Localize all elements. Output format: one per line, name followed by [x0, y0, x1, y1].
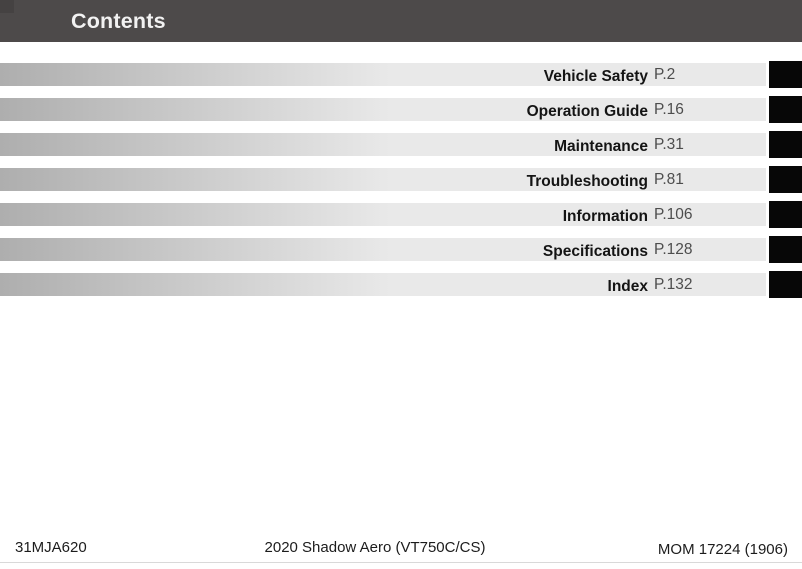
toc-row-label: Information [562, 207, 648, 225]
toc-row-page-ref: P.132 [654, 276, 693, 293]
toc-row[interactable]: Maintenance P.31 [0, 131, 802, 166]
toc-row[interactable]: Troubleshooting P.81 [0, 166, 802, 201]
toc-row-label-wrap: Information [0, 205, 648, 228]
toc-row-page-ref: P.31 [654, 136, 684, 153]
toc-row-label-wrap: Operation Guide [0, 100, 648, 123]
toc-row-bar: Index P.132 [0, 273, 766, 296]
toc-row-thumb-tab[interactable] [769, 236, 802, 263]
toc-row-label-wrap: Index [0, 275, 648, 298]
toc-row-bar: Maintenance P.31 [0, 133, 766, 156]
page-title: Contents [71, 9, 166, 33]
toc-row-page-ref: P.128 [654, 241, 693, 258]
toc-row-label: Operation Guide [526, 102, 648, 120]
header-corner-mark [0, 0, 14, 13]
toc-row[interactable]: Operation Guide P.16 [0, 96, 802, 131]
toc-list: Vehicle Safety P.2 Operation Guide P.16 … [0, 61, 802, 306]
toc-row-thumb-tab[interactable] [769, 166, 802, 193]
toc-row-thumb-tab[interactable] [769, 201, 802, 228]
toc-row-bar: Vehicle Safety P.2 [0, 63, 766, 86]
footer-model-name: 2020 Shadow Aero (VT750C/CS) [264, 539, 486, 556]
toc-row-label-wrap: Vehicle Safety [0, 65, 648, 88]
toc-row-label-wrap: Troubleshooting [0, 170, 648, 193]
toc-row-bar: Operation Guide P.16 [0, 98, 766, 121]
toc-row-label: Vehicle Safety [543, 67, 648, 85]
toc-row-page-ref: P.2 [654, 66, 676, 83]
toc-row[interactable]: Index P.132 [0, 271, 802, 306]
toc-row-label-wrap: Maintenance [0, 135, 648, 158]
toc-row-thumb-tab[interactable] [769, 96, 802, 123]
toc-row-page-ref: P.81 [654, 171, 684, 188]
toc-row-bar: Troubleshooting P.81 [0, 168, 766, 191]
toc-row-label: Troubleshooting [526, 172, 648, 190]
footer-document-code: MOM 17224 (1906) [657, 541, 788, 558]
toc-row-thumb-tab[interactable] [769, 61, 802, 88]
toc-row-label: Index [607, 277, 648, 295]
toc-row[interactable]: Specifications P.128 [0, 236, 802, 271]
toc-row[interactable]: Vehicle Safety P.2 [0, 61, 802, 96]
toc-row-label: Specifications [542, 242, 648, 260]
toc-row-page-ref: P.106 [654, 206, 693, 223]
toc-row-thumb-tab[interactable] [769, 131, 802, 158]
toc-row-page-ref: P.16 [654, 101, 684, 118]
footer-part-number: 31MJA620 [15, 539, 87, 556]
toc-row-bar: Information P.106 [0, 203, 766, 226]
toc-row-thumb-tab[interactable] [769, 271, 802, 298]
toc-row[interactable]: Information P.106 [0, 201, 802, 236]
toc-row-bar: Specifications P.128 [0, 238, 766, 261]
toc-row-label: Maintenance [554, 137, 648, 155]
bottom-divider [0, 562, 802, 563]
toc-row-label-wrap: Specifications [0, 240, 648, 263]
page-header: Contents [0, 0, 802, 42]
